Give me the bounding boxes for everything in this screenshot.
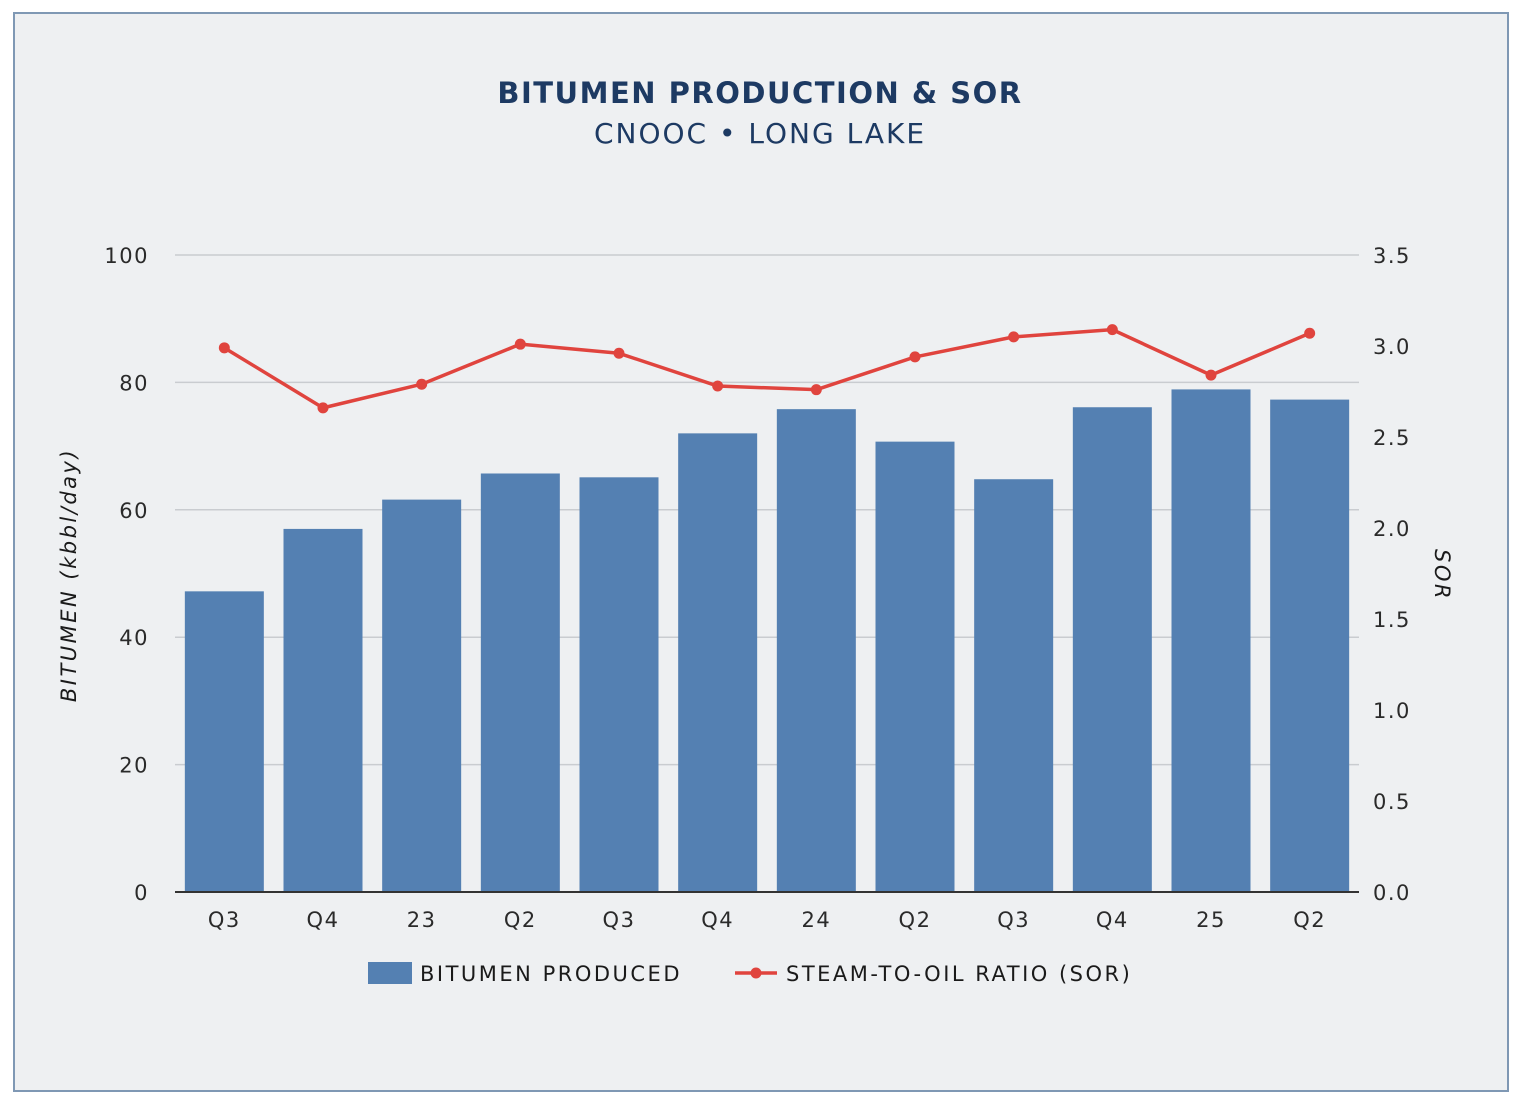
sor-point xyxy=(909,351,921,363)
sor-point xyxy=(218,342,230,354)
sor-point xyxy=(613,347,625,359)
y2-tick-label: 3.0 xyxy=(1373,335,1411,359)
x-tick-label: Q2 xyxy=(899,908,932,932)
sor-point xyxy=(712,380,724,392)
y-tick-label: 100 xyxy=(104,244,149,268)
sor-point xyxy=(1008,331,1020,343)
y2-tick-label: 0.0 xyxy=(1373,881,1411,905)
x-tick-label: Q4 xyxy=(1096,908,1129,932)
bar xyxy=(184,591,264,892)
gridlines xyxy=(175,254,1359,766)
bar xyxy=(283,528,363,892)
legend: BITUMEN PRODUCED STEAM-TO-OIL RATIO (SOR… xyxy=(368,962,1132,986)
x-tick-label: 24 xyxy=(801,908,831,932)
chart-title: BITUMEN PRODUCTION & SOR xyxy=(497,76,1023,110)
bar xyxy=(480,473,560,892)
chart-frame xyxy=(13,12,1509,1092)
bar xyxy=(1270,399,1350,892)
y-tick-label: 80 xyxy=(119,371,149,395)
x-tick-label: Q4 xyxy=(701,908,734,932)
x-tick-label: Q3 xyxy=(208,908,241,932)
sor-point xyxy=(317,402,329,414)
sor-point xyxy=(810,384,822,396)
x-tick-label: Q2 xyxy=(1293,908,1326,932)
bar xyxy=(678,433,758,892)
bar xyxy=(1171,389,1251,892)
x-tick-label: 23 xyxy=(407,908,437,932)
y2-tick-label: 3.5 xyxy=(1373,244,1411,268)
y2-axis-title: SOR xyxy=(1430,549,1454,601)
sor-point xyxy=(1205,369,1217,381)
sor-point xyxy=(416,378,428,390)
legend-line-label: STEAM-TO-OIL RATIO (SOR) xyxy=(786,962,1132,986)
y-tick-label: 20 xyxy=(119,754,149,778)
y-tick-label: 40 xyxy=(119,626,149,650)
bitumen-bars xyxy=(184,389,1350,892)
bar xyxy=(382,499,462,892)
sor-line-path xyxy=(223,327,1311,410)
x-tick-label: Q2 xyxy=(504,908,537,932)
legend-line-marker xyxy=(750,967,762,979)
y-tick-label: 0 xyxy=(134,881,149,905)
x-tick-label: 25 xyxy=(1196,908,1226,932)
y-axis-title: BITUMEN (kbbl/day) xyxy=(57,448,81,702)
y2-tick-label: 2.5 xyxy=(1373,426,1411,450)
sor-line xyxy=(218,324,1316,414)
y2-tick-label: 2.0 xyxy=(1373,517,1411,541)
chart-subtitle: CNOOC • LONG LAKE xyxy=(593,117,927,150)
y2-tick-label: 1.0 xyxy=(1373,699,1411,723)
x-tick-label: Q3 xyxy=(997,908,1030,932)
sor-point xyxy=(1304,327,1316,339)
legend-bar-swatch xyxy=(368,962,412,984)
tick-labels: 0 20 40 60 80 100 0.0 0.5 1.0 1.5 2.0 2.5 3.0 3.5 Q3 Q4… xyxy=(104,244,1411,932)
y-tick-label: 60 xyxy=(119,499,149,523)
x-tick-label: Q3 xyxy=(603,908,636,932)
bar xyxy=(579,477,659,892)
sor-point xyxy=(514,338,526,350)
legend-bar-label: BITUMEN PRODUCED xyxy=(420,962,682,986)
y2-tick-label: 1.5 xyxy=(1373,608,1411,632)
bar xyxy=(776,409,856,892)
bar xyxy=(974,479,1054,892)
y2-tick-label: 0.5 xyxy=(1373,790,1411,814)
bar xyxy=(1072,407,1152,892)
x-tick-label: Q4 xyxy=(307,908,340,932)
sor-point xyxy=(1106,324,1118,336)
bar xyxy=(875,441,955,892)
